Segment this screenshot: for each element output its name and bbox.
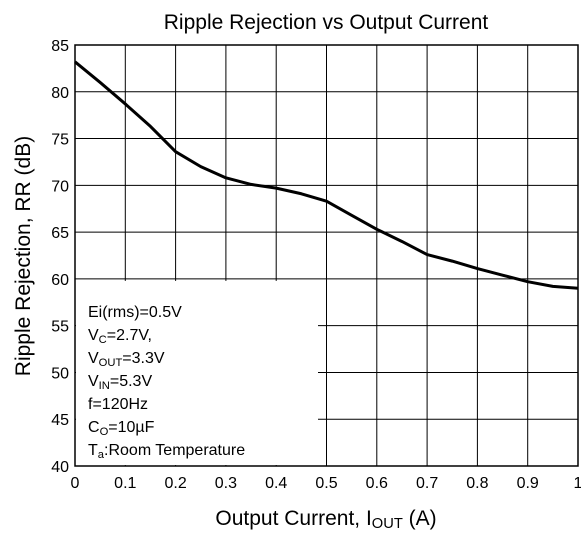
x-tick-label: 1 [574,475,581,492]
text-part: :Room Temperature [104,442,245,459]
annotation-line: VOUT=3.3V [88,350,165,369]
y-tick-label: 45 [51,412,69,429]
text-part: a [98,449,105,461]
text-part: OUT [372,516,403,532]
y-tick-label: 65 [51,225,69,242]
x-tick-label: 0.9 [517,475,539,492]
x-axis-label: Output Current, IOUT (A) [215,507,436,532]
text-part: T [88,442,98,459]
annotation-box [76,280,318,465]
x-tick-label: 0 [71,475,80,492]
x-tick-label: 0.7 [416,475,438,492]
text-part: V [88,327,99,344]
text-part: =10µF [108,419,154,436]
y-tick-label: 55 [51,319,69,336]
annotation-line: Ei(rms)=0.5V [88,304,182,321]
x-tick-label: 0.4 [265,475,287,492]
plot-frame [74,44,579,467]
text-part: C [88,419,100,436]
x-tick-label: 0.2 [164,475,186,492]
text-part: OUT [99,357,123,369]
text-part: O [100,426,109,438]
chart-title: Ripple Rejection vs Output Current [164,11,489,34]
annotation-line: CO=10µF [88,419,155,438]
text-part: =3.3V [122,350,165,367]
text-part: V [88,350,99,367]
x-tick-label: 0.3 [215,475,237,492]
y-tick-label: 75 [51,132,69,149]
annotation-line: VC=2.7V, [88,327,152,346]
annotation-line: f=120Hz [88,396,148,413]
text-part: =5.3V [110,373,153,390]
y-tick-label: 60 [51,272,69,289]
y-tick-label: 50 [51,365,69,382]
y-tick-label: 40 [51,459,69,476]
annotation-line: VIN=5.3V [88,373,152,392]
text-part: C [99,334,107,346]
text-part: (A) [403,507,437,530]
x-tick-label: 0.8 [466,475,488,492]
y-axis-label: Ripple Rejection, RR (dB) [12,136,35,376]
y-tick-label: 80 [51,85,69,102]
y-tick-label: 70 [51,178,69,195]
data-line [74,60,579,290]
text-part: Ei(rms)=0.5V [88,304,182,321]
text-part: IN [99,380,110,392]
x-tick-label: 0.5 [315,475,337,492]
text-part: V [88,373,99,390]
y-tick-label: 85 [51,38,69,55]
text-part: Output Current, I [215,507,371,530]
text-part: f=120Hz [88,396,148,413]
x-tick-label: 0.6 [366,475,388,492]
annotation-line: Ta:Room Temperature [88,442,245,461]
x-tick-label: 0.1 [114,475,136,492]
text-part: =2.7V, [107,327,152,344]
